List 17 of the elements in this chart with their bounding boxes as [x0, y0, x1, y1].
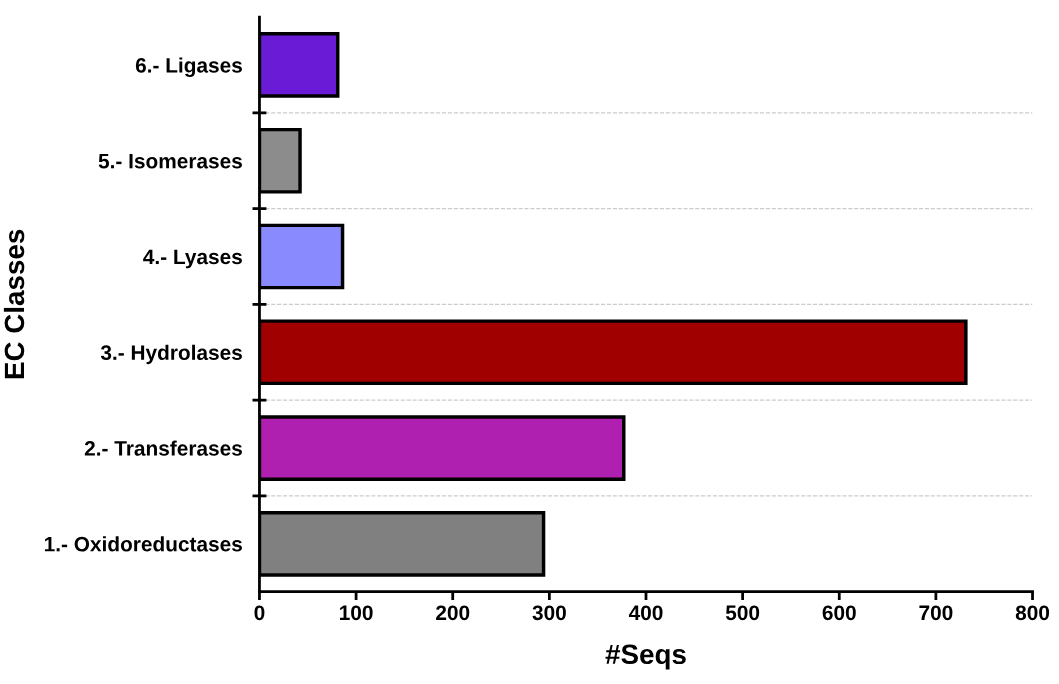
y-tick-label: 2.- Transferases — [84, 440, 242, 456]
y-tick-label: 1.- Oxidoreductases — [44, 536, 242, 552]
x-tick-label: 0 — [254, 605, 265, 621]
x-tick-label: 400 — [628, 605, 663, 621]
y-axis-title: EC Classes — [3, 229, 25, 379]
y-tick-label: 4.- Lyases — [143, 249, 242, 269]
x-tick-label: 500 — [725, 605, 760, 621]
y-tick-label: 6.- Ligases — [135, 57, 242, 77]
x-tick-label: 100 — [340, 605, 373, 621]
y-tick-label: 5.- Isomerases — [98, 153, 242, 169]
x-tick-label: 700 — [919, 605, 953, 621]
y-tick-label: 3.- Hydrolases — [100, 344, 242, 365]
x-tick-label: 600 — [822, 605, 856, 621]
x-tick-label: 800 — [1015, 605, 1050, 621]
x-axis-title: #Seqs — [605, 644, 686, 670]
x-tick-label: 300 — [532, 605, 566, 621]
x-tick-label: 200 — [436, 605, 470, 621]
